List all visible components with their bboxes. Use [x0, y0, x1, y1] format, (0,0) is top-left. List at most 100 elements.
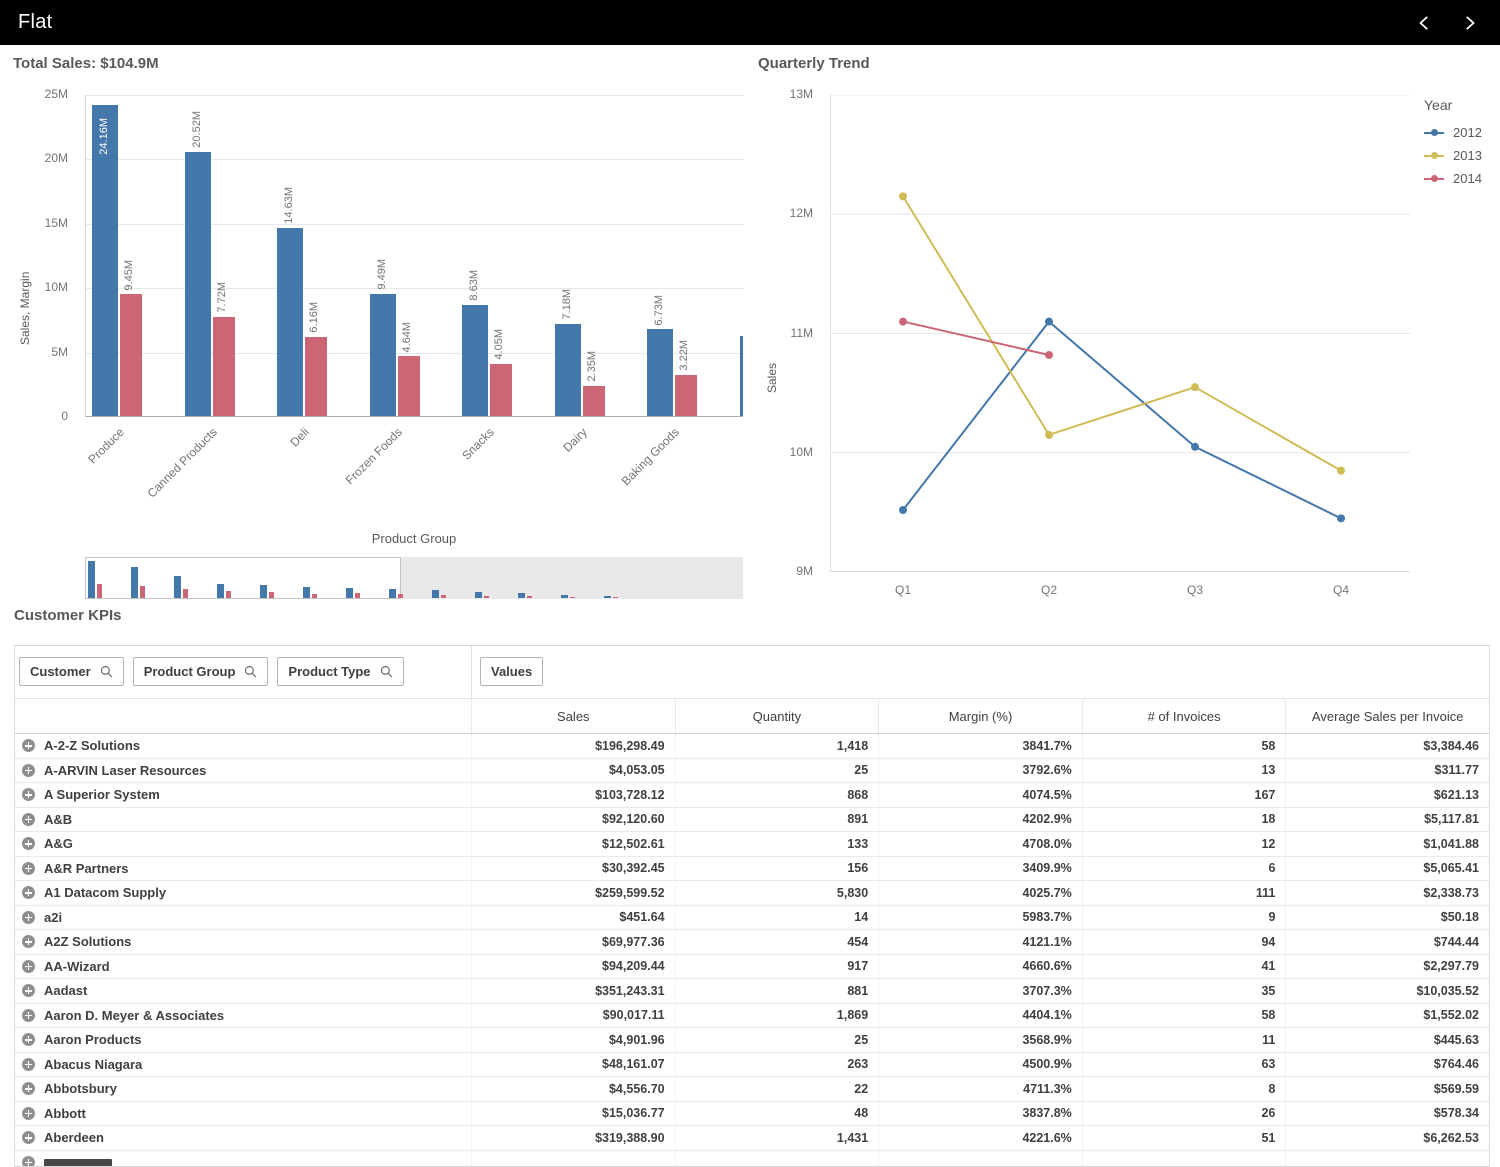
expand-icon[interactable] [22, 1057, 35, 1071]
value-cell: 5,830 [674, 881, 879, 905]
table-row[interactable]: Abacus Niagara $48,161.07 263 4500.9% 63 $764… [15, 1052, 1489, 1077]
table-row[interactable]: A2Z Solutions $69,977.36 454 4121.1% 94 $744.… [15, 930, 1489, 955]
expand-icon[interactable] [22, 1106, 35, 1120]
expand-icon[interactable] [22, 1033, 35, 1047]
expand-icon[interactable] [22, 886, 35, 900]
table-row[interactable]: A&R Partners $30,392.45 156 3409.9% 6 $5,065.… [15, 856, 1489, 881]
bar-margin[interactable] [675, 374, 697, 416]
expand-icon[interactable] [22, 959, 35, 973]
value-cell: 881 [674, 979, 879, 1003]
expand-icon[interactable] [22, 788, 35, 802]
legend-item-2012[interactable]: 2012 [1424, 121, 1482, 144]
table-row[interactable]: Aadast $351,243.31 881 3707.3% 35 $10,035.52 [15, 979, 1489, 1004]
value-cell [471, 1150, 675, 1166]
customer-cell: a2i [15, 906, 471, 930]
chart-scrollbar[interactable] [85, 557, 743, 599]
bar-gridline [86, 288, 743, 290]
dimension-button-product-group[interactable]: Product Group [132, 657, 269, 686]
trend-line-2014[interactable] [902, 320, 1050, 356]
expand-icon[interactable] [22, 1008, 35, 1022]
legend-item-2014[interactable]: 2014 [1424, 167, 1482, 190]
trend-point-2014[interactable] [899, 317, 907, 326]
bar-value-label: 24.16M [98, 118, 110, 155]
y-axis-label: 5M [51, 344, 68, 359]
bar-margin[interactable] [120, 294, 142, 416]
expand-icon[interactable] [22, 739, 35, 753]
table-row[interactable]: Abbotsbury $4,556.70 22 4711.3% 8 $569.59 [15, 1077, 1489, 1102]
bar-margin[interactable] [582, 385, 605, 416]
customer-cell: Aaron D. Meyer & Associates [15, 1004, 471, 1028]
trend-point-2012[interactable] [1191, 442, 1199, 451]
table-row[interactable]: A&B $92,120.60 891 4202.9% 18 $5,117.81 [15, 807, 1489, 832]
bar-margin[interactable] [490, 363, 512, 416]
bar-sales[interactable] [92, 104, 118, 416]
expand-icon[interactable] [22, 763, 35, 777]
bar-sales[interactable] [739, 336, 743, 416]
next-sheet-button[interactable] [1452, 6, 1486, 40]
y-axis-label: 12M [789, 206, 813, 221]
dimension-button-customer[interactable]: Customer [19, 657, 124, 686]
values-button[interactable]: Values [480, 657, 544, 686]
table-row[interactable]: A&G $12,502.61 133 4708.0% 12 $1,041.88 [15, 832, 1489, 857]
trend-point-2013[interactable] [1045, 430, 1053, 439]
value-cell: 4708.0% [878, 832, 1082, 856]
customer-name: A1 Datacom Supply [44, 885, 167, 901]
table-row[interactable]: Aaron Products $4,901.96 25 3568.9% 11 $445.6… [15, 1028, 1489, 1053]
trend-point-2012[interactable] [1045, 317, 1053, 326]
trend-plot-area [830, 94, 1410, 573]
column-header[interactable]: Average Sales per Invoice [1285, 699, 1489, 733]
expand-icon[interactable] [22, 1082, 35, 1096]
bar-margin[interactable] [305, 336, 327, 416]
prev-sheet-button[interactable] [1408, 6, 1442, 40]
bar-sales[interactable] [554, 323, 581, 416]
mini-bar-sales [518, 593, 525, 598]
table-row[interactable]: a2i $451.64 14 5983.7% 9 $50.18 [15, 905, 1489, 930]
bar-sales[interactable] [369, 293, 396, 416]
column-header[interactable]: Quantity [674, 699, 879, 733]
trend-point-2013[interactable] [1191, 383, 1199, 392]
expand-icon[interactable] [22, 1131, 35, 1145]
column-header[interactable]: # of Invoices [1081, 699, 1286, 733]
expand-icon[interactable] [22, 935, 35, 949]
table-row[interactable]: A-ARVIN Laser Resources $4,053.05 25 3792.6… [15, 758, 1489, 783]
dimension-button-product-type[interactable]: Product Type [277, 657, 404, 686]
table-row[interactable]: Aaron D. Meyer & Associates $90,017.11 1,8… [15, 1003, 1489, 1028]
trend-point-2012[interactable] [899, 505, 907, 514]
column-header[interactable]: Margin (%) [878, 699, 1082, 733]
column-header[interactable]: Sales [471, 699, 675, 733]
bar-sales[interactable] [462, 304, 488, 416]
customer-cell [15, 1151, 471, 1166]
expand-icon[interactable] [22, 1155, 35, 1166]
customer-name: a2i [44, 909, 63, 925]
value-cell: $3,384.46 [1285, 734, 1489, 758]
bar-margin[interactable] [212, 316, 235, 416]
expand-icon[interactable] [22, 837, 35, 851]
trend-line-2012[interactable] [902, 320, 1342, 520]
pivot-body: A-2-Z Solutions $196,298.49 1,418 3841.7% 58… [15, 734, 1489, 1166]
table-row[interactable]: AA-Wizard $94,209.44 917 4660.6% 41 $2,297.79 [15, 954, 1489, 979]
expand-icon[interactable] [22, 984, 35, 998]
expand-icon[interactable] [22, 910, 35, 924]
bar-sales[interactable] [184, 151, 211, 416]
table-row[interactable]: Abbott $15,036.77 48 3837.8% 26 $578.34 [15, 1101, 1489, 1126]
trend-point-2013[interactable] [1337, 466, 1345, 475]
table-row[interactable]: A-2-Z Solutions $196,298.49 1,418 3841.7% 58… [15, 734, 1489, 759]
bar-sales[interactable] [647, 329, 673, 416]
mini-bar-sales [217, 583, 224, 598]
expand-icon[interactable] [22, 812, 35, 826]
bar-sales[interactable] [277, 227, 303, 416]
bar-margin[interactable] [397, 356, 420, 416]
trend-point-2013[interactable] [899, 192, 907, 201]
pivot-header-corner [15, 699, 471, 733]
legend-item-2013[interactable]: 2013 [1424, 144, 1482, 167]
table-row[interactable]: A1 Datacom Supply $259,599.52 5,830 4025.7%… [15, 881, 1489, 906]
trend-point-2012[interactable] [1337, 514, 1345, 523]
trend-point-2014[interactable] [1045, 350, 1053, 359]
trend-line-2013[interactable] [902, 195, 1342, 472]
table-row[interactable]: A Superior System $103,728.12 868 4074.5% 16… [15, 783, 1489, 808]
table-row[interactable]: Aberdeen $319,388.90 1,431 4221.6% 51 $6,262.… [15, 1126, 1489, 1151]
bar-value-label: 6.73M [653, 294, 665, 326]
table-row-partial[interactable] [15, 1150, 1489, 1166]
app-topbar: Flat [0, 0, 1500, 45]
expand-icon[interactable] [22, 861, 35, 875]
